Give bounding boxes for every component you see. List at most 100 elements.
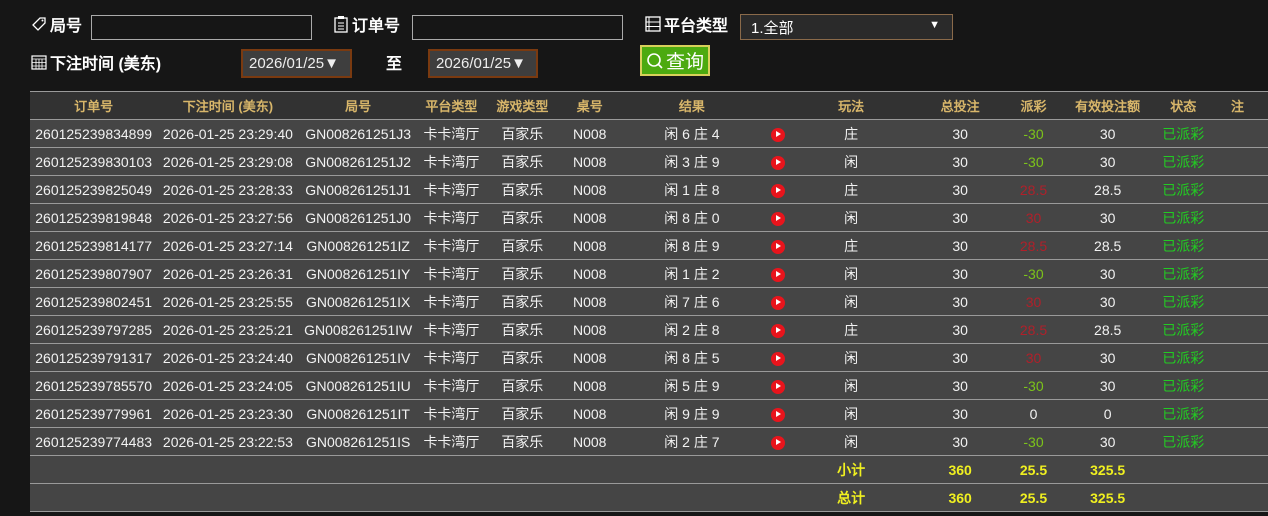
date-from-picker[interactable]: 2026/01/25▼	[241, 49, 352, 78]
table-cell: 闲 5 庄 9	[619, 371, 764, 400]
video-play-icon[interactable]	[771, 435, 786, 450]
column-header: 桌号	[559, 91, 620, 120]
table-cell: 卡卡湾厅	[417, 399, 486, 428]
table-cell: 已派彩	[1159, 147, 1208, 176]
table-cell: 百家乐	[485, 259, 560, 288]
table-cell: 百家乐	[485, 343, 560, 372]
table-cell: N008	[559, 343, 620, 372]
table-cell: 百家乐	[485, 399, 560, 428]
video-play-icon[interactable]	[771, 351, 786, 366]
order-input[interactable]	[412, 15, 623, 40]
table-cell: 2026-01-25 23:29:40	[157, 119, 299, 148]
column-header: 总投注	[909, 91, 1012, 120]
table-cell: 30	[909, 399, 1012, 428]
subtotal-payout: 25.5	[1011, 455, 1056, 484]
table-cell	[1207, 259, 1268, 288]
table-cell: 260125239814177	[30, 231, 158, 260]
table-cell: 28.5	[1011, 175, 1056, 204]
subtotal-label: 小计	[793, 455, 910, 484]
table-cell	[1207, 175, 1268, 204]
table-cell: 2026-01-25 23:27:56	[157, 203, 299, 232]
video-play-icon[interactable]	[771, 127, 786, 142]
table-cell: N008	[559, 175, 620, 204]
clipboard-icon	[334, 16, 348, 33]
video-play-icon[interactable]	[771, 295, 786, 310]
table-cell: 30	[909, 427, 1012, 456]
table-cell: 卡卡湾厅	[417, 147, 486, 176]
table-row: 260125239802451 2026-01-25 23:25:55 GN0082…	[30, 287, 1268, 316]
round-input[interactable]	[91, 15, 312, 40]
table-cell: 30	[1055, 287, 1160, 316]
total-valid-bet: 325.5	[1055, 483, 1160, 512]
video-play-icon[interactable]	[771, 323, 786, 338]
table-cell: -30	[1011, 371, 1056, 400]
table-cell: 260125239791317	[30, 343, 158, 372]
table-cell: 卡卡湾厅	[417, 371, 486, 400]
table-cell: 260125239819848	[30, 203, 158, 232]
column-header: 状态	[1159, 91, 1208, 120]
table-cell: 已派彩	[1159, 371, 1208, 400]
video-play-icon[interactable]	[771, 155, 786, 170]
table-cell: 30	[1055, 343, 1160, 372]
column-header: 注	[1207, 91, 1268, 120]
table-cell: N008	[559, 147, 620, 176]
replay-cell	[763, 147, 793, 176]
table-cell: 2026-01-25 23:25:21	[157, 315, 299, 344]
table-cell: 260125239802451	[30, 287, 158, 316]
table-row: 260125239791317 2026-01-25 23:24:40 GN0082…	[30, 343, 1268, 372]
table-cell: 闲	[793, 287, 910, 316]
video-play-icon[interactable]	[771, 407, 786, 422]
table-cell: 卡卡湾厅	[417, 259, 486, 288]
table-cell: 庄	[793, 231, 910, 260]
table-cell: 卡卡湾厅	[417, 175, 486, 204]
table-cell: 已派彩	[1159, 119, 1208, 148]
table-cell: 已派彩	[1159, 259, 1208, 288]
table-cell: -30	[1011, 427, 1056, 456]
table-cell: 闲 1 庄 2	[619, 259, 764, 288]
column-header: 平台类型	[417, 91, 486, 120]
table-cell: 30	[1055, 259, 1160, 288]
table-cell: 闲 2 庄 7	[619, 427, 764, 456]
table-cell: GN008261251IX	[298, 287, 418, 316]
table-cell: 闲 7 庄 6	[619, 287, 764, 316]
table-cell: 闲 9 庄 9	[619, 399, 764, 428]
table-row: 260125239819848 2026-01-25 23:27:56 GN0082…	[30, 203, 1268, 232]
date-to-picker[interactable]: 2026/01/25▼	[428, 49, 538, 78]
table-cell: 30	[1011, 343, 1056, 372]
table-cell: 百家乐	[485, 315, 560, 344]
table-cell: 闲 3 庄 9	[619, 147, 764, 176]
table-cell: 百家乐	[485, 287, 560, 316]
table-cell: 2026-01-25 23:24:05	[157, 371, 299, 400]
video-play-icon[interactable]	[771, 183, 786, 198]
table-cell: 2026-01-25 23:29:08	[157, 147, 299, 176]
video-play-icon[interactable]	[771, 211, 786, 226]
table-cell: N008	[559, 315, 620, 344]
column-header: 玩法	[793, 91, 910, 120]
table-cell: 30	[909, 315, 1012, 344]
calendar-icon	[31, 55, 47, 70]
table-cell	[1207, 203, 1268, 232]
subtotal-total-bet: 360	[909, 455, 1012, 484]
column-header: 结果	[619, 91, 764, 120]
table-cell: GN008261251IZ	[298, 231, 418, 260]
table-cell: N008	[559, 259, 620, 288]
video-play-icon[interactable]	[771, 267, 786, 282]
query-button[interactable]: 查询	[640, 45, 710, 76]
table-cell: -30	[1011, 147, 1056, 176]
table-cell: 30	[1055, 371, 1160, 400]
total-payout: 25.5	[1011, 483, 1056, 512]
table-cell: 2026-01-25 23:22:53	[157, 427, 299, 456]
table-cell: 闲 2 庄 8	[619, 315, 764, 344]
table-cell: 百家乐	[485, 119, 560, 148]
column-header: 游戏类型	[485, 91, 560, 120]
table-cell: 闲	[793, 203, 910, 232]
video-play-icon[interactable]	[771, 379, 786, 394]
table-cell: 2026-01-25 23:24:40	[157, 343, 299, 372]
table-cell: N008	[559, 231, 620, 260]
total-row: 总计 360 25.5 325.5	[30, 483, 1268, 512]
platform-select[interactable]: 1.全部 ▼	[740, 14, 953, 40]
table-cell: 已派彩	[1159, 287, 1208, 316]
subtotal-valid-bet: 325.5	[1055, 455, 1160, 484]
video-play-icon[interactable]	[771, 239, 786, 254]
column-header: 有效投注额	[1055, 91, 1160, 120]
